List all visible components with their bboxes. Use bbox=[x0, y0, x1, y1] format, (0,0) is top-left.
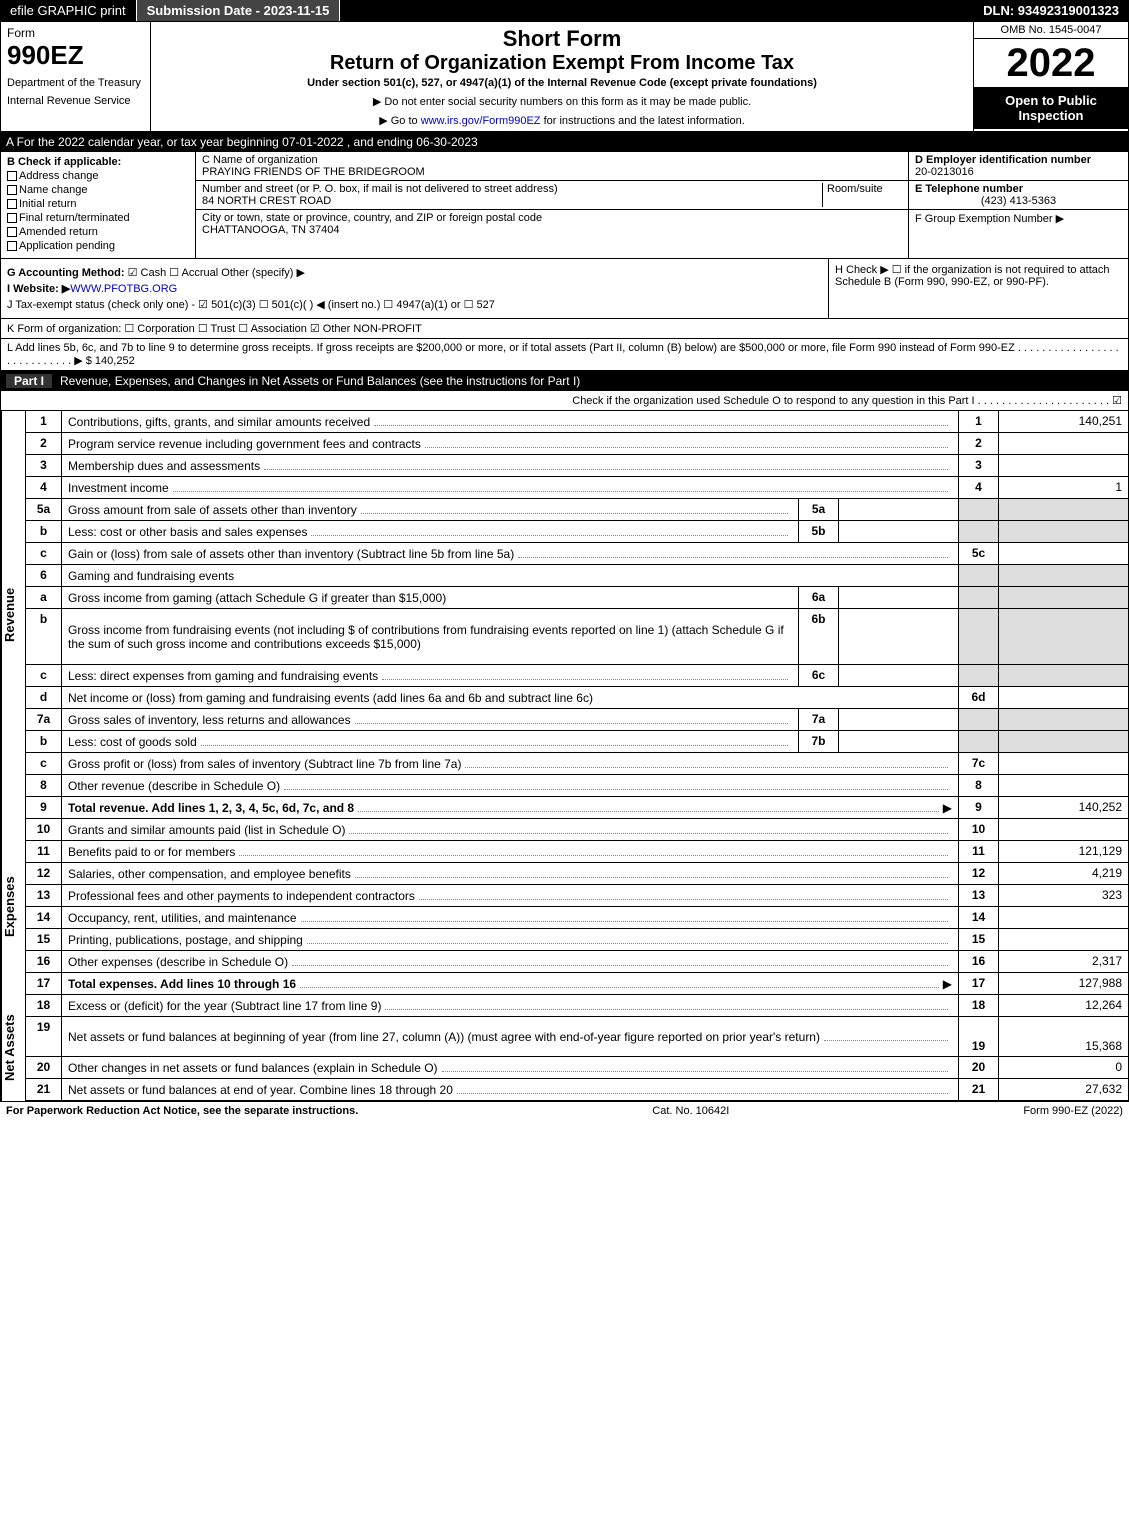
line-12: 12Salaries, other compensation, and empl… bbox=[26, 863, 1128, 885]
org-name-label: C Name of organization bbox=[202, 154, 902, 166]
line-11: 11Benefits paid to or for members11121,1… bbox=[26, 841, 1128, 863]
line-5c: cGain or (loss) from sale of assets othe… bbox=[26, 543, 1128, 565]
subtitle: Under section 501(c), 527, or 4947(a)(1)… bbox=[155, 77, 969, 89]
dept-irs: Internal Revenue Service bbox=[7, 95, 144, 107]
section-ghij: G Accounting Method: ☑ Cash ☐ Accrual Ot… bbox=[0, 259, 1129, 319]
efile-label[interactable]: efile GRAPHIC print bbox=[0, 0, 137, 21]
line-6: 6Gaming and fundraising events bbox=[26, 565, 1128, 587]
form-label: Form bbox=[7, 26, 144, 40]
instr-goto: ▶ Go to www.irs.gov/Form990EZ for instru… bbox=[155, 114, 969, 127]
part1-label: Part I bbox=[6, 374, 52, 388]
org-name: PRAYING FRIENDS OF THE BRIDEGROOM bbox=[202, 166, 902, 178]
line-1: 1Contributions, gifts, grants, and simil… bbox=[26, 411, 1128, 433]
line-6b: bGross income from fundraising events (n… bbox=[26, 609, 1128, 665]
line-18: 18Excess or (deficit) for the year (Subt… bbox=[26, 995, 1128, 1017]
form-number: 990EZ bbox=[7, 40, 144, 71]
accounting-method: G Accounting Method: ☑ Cash ☐ Accrual Ot… bbox=[7, 266, 822, 279]
part1-check: Check if the organization used Schedule … bbox=[0, 391, 1129, 411]
phone-label: E Telephone number bbox=[915, 183, 1023, 195]
irs-link[interactable]: www.irs.gov/Form990EZ bbox=[421, 115, 541, 127]
website-line: I Website: ▶WWW.PFOTBG.ORG bbox=[7, 282, 822, 295]
line-6c: cLess: direct expenses from gaming and f… bbox=[26, 665, 1128, 687]
website-link[interactable]: WWW.PFOTBG.ORG bbox=[70, 283, 177, 295]
line-4: 4Investment income41 bbox=[26, 477, 1128, 499]
line-5b: bLess: cost or other basis and sales exp… bbox=[26, 521, 1128, 543]
ein-label: D Employer identification number bbox=[915, 154, 1091, 166]
line-6a: aGross income from gaming (attach Schedu… bbox=[26, 587, 1128, 609]
line-9: 9Total revenue. Add lines 1, 2, 3, 4, 5c… bbox=[26, 797, 1128, 819]
instr-ssn: ▶ Do not enter social security numbers o… bbox=[155, 95, 969, 108]
section-def: D Employer identification number 20-0213… bbox=[908, 152, 1128, 258]
chk-pending[interactable]: Application pending bbox=[7, 240, 189, 252]
revenue-label: Revenue bbox=[1, 411, 25, 819]
line-17: 17Total expenses. Add lines 10 through 1… bbox=[26, 973, 1128, 995]
line-2: 2Program service revenue including gover… bbox=[26, 433, 1128, 455]
tax-year: 2022 bbox=[974, 39, 1128, 87]
tax-exempt-status: J Tax-exempt status (check only one) - ☑… bbox=[7, 298, 822, 311]
room-suite-label: Room/suite bbox=[822, 183, 902, 207]
line-19: 19Net assets or fund balances at beginni… bbox=[26, 1017, 1128, 1057]
line-7a: 7aGross sales of inventory, less returns… bbox=[26, 709, 1128, 731]
line-7b: bLess: cost of goods sold7b bbox=[26, 731, 1128, 753]
section-h: H Check ▶ ☐ if the organization is not r… bbox=[828, 259, 1128, 318]
section-b: B Check if applicable: Address change Na… bbox=[1, 152, 196, 258]
line-13: 13Professional fees and other payments t… bbox=[26, 885, 1128, 907]
footer: For Paperwork Reduction Act Notice, see … bbox=[0, 1101, 1129, 1120]
chk-address-change[interactable]: Address change bbox=[7, 170, 189, 182]
chk-name-change[interactable]: Name change bbox=[7, 184, 189, 196]
section-c: C Name of organization PRAYING FRIENDS O… bbox=[196, 152, 908, 258]
submission-date: Submission Date - 2023-11-15 bbox=[137, 0, 341, 21]
row-k: K Form of organization: ☐ Corporation ☐ … bbox=[0, 319, 1129, 339]
line-8: 8Other revenue (describe in Schedule O)8 bbox=[26, 775, 1128, 797]
ein: 20-0213016 bbox=[915, 166, 974, 178]
netassets-label: Net Assets bbox=[1, 995, 25, 1101]
chk-final-return[interactable]: Final return/terminated bbox=[7, 212, 189, 224]
line-20: 20Other changes in net assets or fund ba… bbox=[26, 1057, 1128, 1079]
phone: (423) 413-5363 bbox=[915, 195, 1122, 207]
footer-catno: Cat. No. 10642I bbox=[652, 1105, 729, 1117]
line-3: 3Membership dues and assessments3 bbox=[26, 455, 1128, 477]
line-10: 10Grants and similar amounts paid (list … bbox=[26, 819, 1128, 841]
public-inspection-badge: Open to Public Inspection bbox=[974, 87, 1128, 129]
line-21: 21Net assets or fund balances at end of … bbox=[26, 1079, 1128, 1101]
line-16: 16Other expenses (describe in Schedule O… bbox=[26, 951, 1128, 973]
street-label: Number and street (or P. O. box, if mail… bbox=[202, 183, 822, 195]
line-7c: cGross profit or (loss) from sales of in… bbox=[26, 753, 1128, 775]
city-label: City or town, state or province, country… bbox=[202, 212, 902, 224]
omb-number: OMB No. 1545-0047 bbox=[974, 22, 1128, 39]
part1-title: Revenue, Expenses, and Changes in Net As… bbox=[60, 374, 580, 388]
title-return: Return of Organization Exempt From Incom… bbox=[155, 52, 969, 75]
chk-initial-return[interactable]: Initial return bbox=[7, 198, 189, 210]
dept-treasury: Department of the Treasury bbox=[7, 77, 144, 89]
line-6d: dNet income or (loss) from gaming and fu… bbox=[26, 687, 1128, 709]
line-14: 14Occupancy, rent, utilities, and mainte… bbox=[26, 907, 1128, 929]
section-bcdef: B Check if applicable: Address change Na… bbox=[0, 152, 1129, 259]
group-exemption: F Group Exemption Number ▶ bbox=[909, 210, 1128, 227]
footer-formref: Form 990-EZ (2022) bbox=[1023, 1105, 1123, 1117]
city: CHATTANOOGA, TN 37404 bbox=[202, 224, 902, 236]
dln: DLN: 93492319001323 bbox=[973, 0, 1129, 21]
part1-header: Part I Revenue, Expenses, and Changes in… bbox=[0, 371, 1129, 391]
top-bar: efile GRAPHIC print Submission Date - 20… bbox=[0, 0, 1129, 21]
street: 84 NORTH CREST ROAD bbox=[202, 195, 822, 207]
row-l: L Add lines 5b, 6c, and 7b to line 9 to … bbox=[0, 339, 1129, 371]
line-15: 15Printing, publications, postage, and s… bbox=[26, 929, 1128, 951]
form-header: Form 990EZ Department of the Treasury In… bbox=[0, 21, 1129, 132]
row-a-tax-year: A For the 2022 calendar year, or tax yea… bbox=[0, 132, 1129, 152]
expenses-label: Expenses bbox=[1, 819, 25, 995]
title-short-form: Short Form bbox=[155, 26, 969, 52]
chk-amended[interactable]: Amended return bbox=[7, 226, 189, 238]
line-5a: 5aGross amount from sale of assets other… bbox=[26, 499, 1128, 521]
footer-left: For Paperwork Reduction Act Notice, see … bbox=[6, 1105, 358, 1117]
